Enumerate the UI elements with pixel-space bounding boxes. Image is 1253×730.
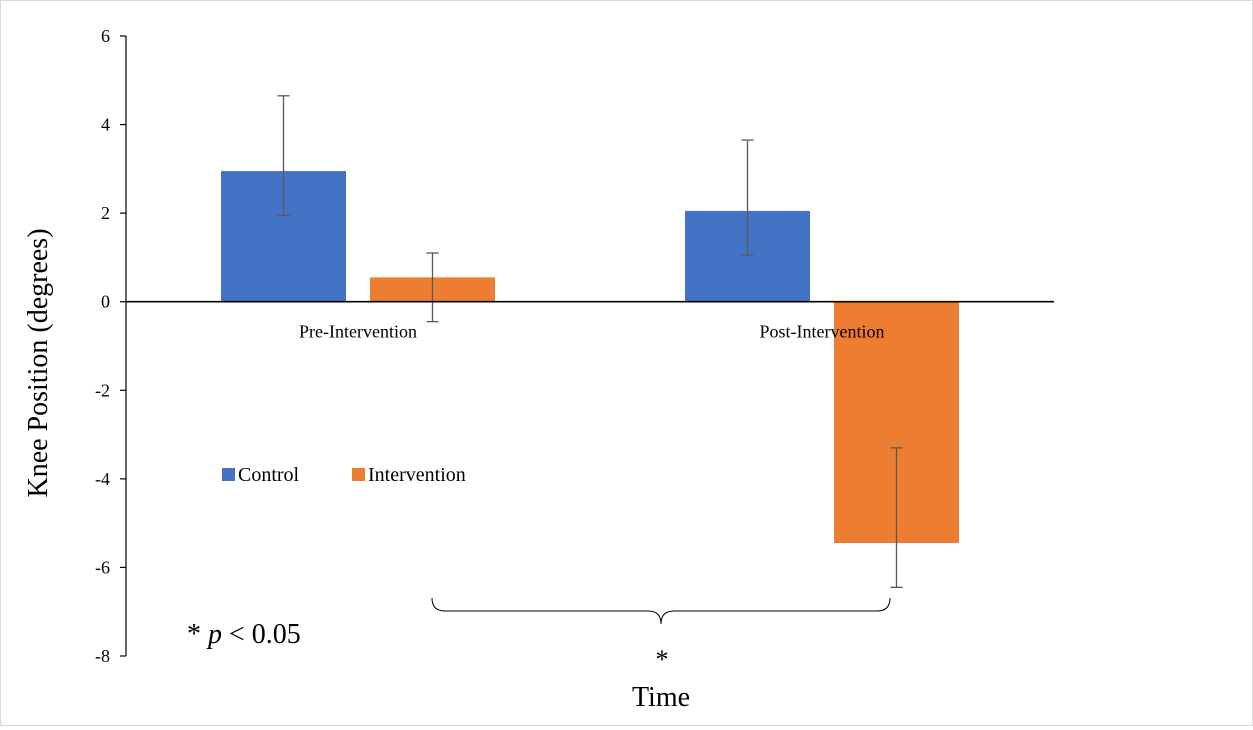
significance-bracket	[431, 597, 891, 625]
legend-swatch-control	[222, 468, 235, 481]
y-tick-label: -4	[95, 469, 110, 489]
y-tick-label: 6	[101, 26, 110, 46]
y-tick-label: -8	[95, 646, 110, 666]
error-bar-intervention-1	[890, 447, 903, 589]
y-axis-label: Knee Position (degrees)	[23, 228, 54, 497]
y-tick-label: 0	[101, 292, 110, 312]
y-tick-label: -6	[95, 557, 110, 577]
significance-star: *	[656, 645, 669, 674]
p-note-prefix: *	[187, 619, 208, 650]
y-tick-label: -2	[95, 380, 110, 400]
category-label-0: Pre-Intervention	[299, 322, 417, 342]
legend-label-control: Control	[238, 464, 300, 486]
error-bar-control-0	[277, 95, 290, 217]
legend-swatch-intervention	[352, 468, 365, 481]
legend-label-intervention: Intervention	[368, 464, 466, 486]
p-value-note: * p < 0.05	[187, 619, 301, 650]
p-note-suffix: < 0.05	[222, 619, 301, 650]
error-bar-control-1	[741, 139, 754, 256]
y-tick-label: 4	[101, 115, 110, 135]
legend: Control Intervention	[222, 464, 466, 486]
error-bar-intervention-0	[426, 252, 439, 323]
p-note-symbol: p	[206, 619, 222, 650]
x-axis-label: Time	[632, 682, 690, 713]
y-tick-label: 2	[101, 203, 110, 223]
category-label-1: Post-Intervention	[760, 322, 885, 342]
